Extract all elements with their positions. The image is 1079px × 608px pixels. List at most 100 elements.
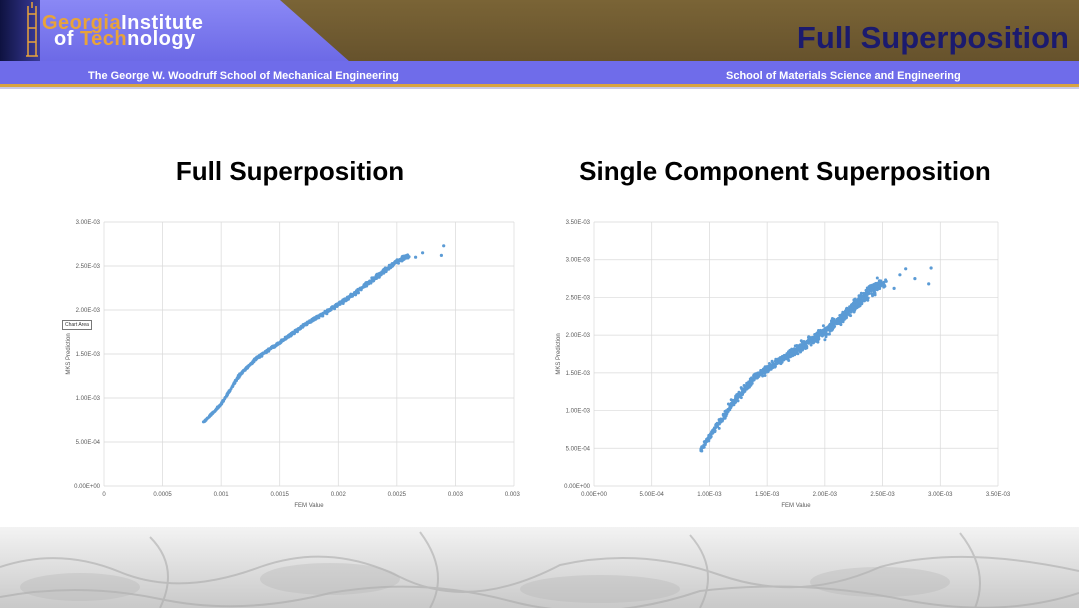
data-point (712, 426, 716, 430)
data-point (711, 431, 715, 435)
data-point (767, 362, 771, 365)
x-axis-label: FEM Value (781, 503, 811, 509)
data-point (825, 327, 829, 331)
y-tick-label: 2.00E-03 (566, 333, 591, 339)
data-point (793, 353, 797, 357)
data-point (844, 316, 848, 320)
outlier-point (442, 244, 446, 248)
data-point (227, 389, 231, 393)
data-point (341, 299, 345, 303)
data-point (793, 350, 797, 354)
data-point (867, 290, 871, 294)
data-point (288, 333, 292, 336)
data-point (753, 376, 757, 380)
data-point (720, 418, 724, 422)
data-point (717, 419, 721, 423)
data-point (741, 393, 744, 396)
data-point (884, 278, 888, 282)
logo-line-2: of Technology (54, 29, 196, 49)
y-tick-label: 5.00E-04 (76, 440, 101, 446)
x-tick-label: 0.001 (214, 492, 230, 498)
footer-background (0, 527, 1079, 608)
data-point (839, 315, 843, 319)
data-point (344, 297, 348, 301)
x-axis-label: FEM Value (294, 503, 324, 509)
data-point (840, 313, 844, 316)
data-point (799, 339, 803, 343)
data-point (298, 327, 302, 331)
x-tick-label: 1.50E-03 (755, 492, 780, 498)
data-point (714, 422, 718, 426)
chart-area-tooltip: Chart Area (62, 320, 92, 330)
data-point (392, 261, 396, 264)
dept-right: School of Materials Science and Engineer… (726, 70, 961, 82)
data-point (246, 366, 250, 370)
data-point (708, 436, 712, 440)
data-point (761, 369, 765, 373)
data-point (280, 338, 284, 342)
y-tick-label: 3.00E-03 (76, 220, 101, 226)
data-point (321, 312, 325, 315)
chart-full-superposition[interactable]: 0.00E+00 5.00E-04 1.00E-03 1.50E-03 2.00E-03… (58, 212, 520, 514)
data-point (766, 370, 770, 374)
header-banner: GeorgiaInstitute of Technology Full Supe… (0, 0, 1079, 92)
data-point (292, 331, 296, 335)
data-point (849, 309, 853, 313)
data-point (700, 445, 704, 449)
data-point (838, 318, 842, 322)
data-point (804, 344, 808, 348)
data-point (882, 285, 886, 289)
data-point (755, 376, 759, 380)
data-point (721, 413, 725, 417)
x-tick-label: 0.0015 (271, 492, 290, 498)
x-tick-label: 0.003 (448, 492, 464, 498)
data-point (836, 321, 839, 325)
data-point (233, 379, 237, 382)
data-point (317, 316, 321, 320)
data-point (401, 255, 405, 259)
tower-icon (26, 2, 38, 57)
data-point (845, 310, 849, 313)
data-point (798, 343, 802, 347)
data-point (817, 329, 820, 332)
data-point (815, 332, 819, 336)
data-point (369, 279, 373, 283)
data-point (821, 324, 825, 328)
data-point (853, 297, 857, 301)
data-point (370, 276, 374, 280)
data-point (388, 265, 391, 269)
data-point (354, 289, 358, 293)
data-point (273, 344, 277, 348)
data-point (305, 323, 309, 327)
data-point (874, 281, 878, 285)
data-point (827, 324, 831, 328)
chart-single-component[interactable]: 0.00E+00 5.00E-04 1.00E-03 1.50E-03 2.00E-03… (548, 212, 1018, 514)
data-point (816, 339, 819, 343)
data-point (357, 291, 360, 295)
data-point (252, 360, 256, 364)
data-point (787, 350, 790, 354)
data-point (320, 314, 324, 318)
data-point (807, 336, 810, 340)
data-point (738, 391, 742, 395)
data-point (723, 409, 727, 413)
y-tick-label: 1.50E-03 (566, 371, 591, 377)
data-point (705, 437, 709, 441)
data-point (772, 364, 776, 368)
data-point (812, 340, 816, 344)
data-point (786, 353, 790, 356)
logo-institute: Institute (121, 12, 204, 34)
x-tick-label: 3.00E-03 (928, 492, 953, 498)
data-point (397, 261, 400, 265)
data-point (828, 327, 832, 331)
data-point (835, 317, 839, 321)
data-point (821, 329, 825, 333)
y-tick-label: 2.50E-03 (566, 295, 591, 301)
data-point (831, 325, 835, 329)
data-point (730, 403, 734, 407)
data-point (264, 351, 268, 355)
data-point (824, 335, 828, 339)
data-point (778, 360, 782, 364)
x-tick-label: 1.00E-03 (697, 492, 722, 498)
data-point (726, 402, 730, 406)
